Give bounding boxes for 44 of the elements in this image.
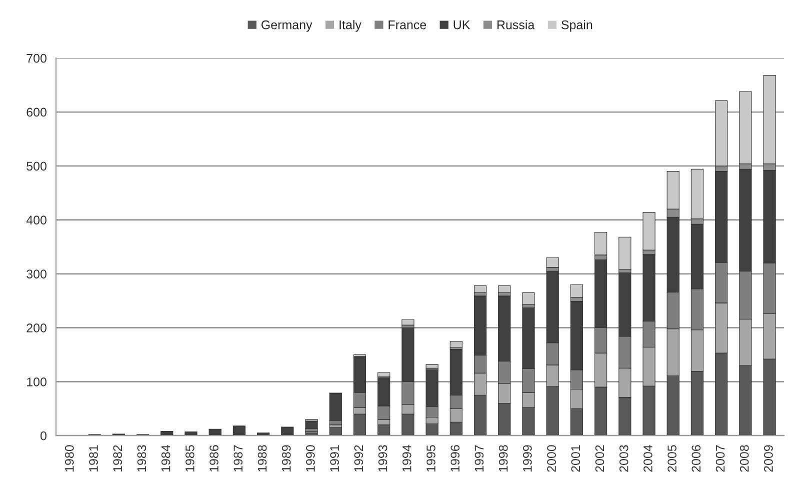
legend-label: UK (454, 20, 470, 30)
x-tick-label: 2009 (764, 445, 773, 472)
x-tick-label: 2005 (668, 445, 676, 472)
x-tick-label: 1995 (426, 445, 436, 472)
x-tick-label: 2001 (571, 445, 580, 472)
x-tick-label: 1982 (113, 445, 122, 472)
y-tick-label: 500 (26, 162, 46, 171)
legend-label: Spain (561, 20, 592, 32)
y-tick-label: 300 (26, 270, 46, 278)
x-tick-label: 1981 (89, 445, 98, 472)
legend-label: Italy (340, 20, 362, 32)
y-tick-label: 0 (40, 431, 46, 440)
y-tick-label: 700 (26, 54, 46, 63)
x-tick-label: 2003 (619, 445, 628, 472)
legend-label: France (388, 20, 426, 30)
x-tick-label: 1997 (474, 445, 484, 472)
x-tick-label: 2002 (595, 445, 604, 472)
y-tick-label: 100 (27, 377, 46, 386)
x-tick-label: 1991 (330, 445, 339, 472)
x-tick-label: 2000 (547, 445, 556, 472)
legend-label: Russia (497, 20, 535, 30)
x-tick-label: 2006 (692, 445, 701, 472)
x-tick-label: 1999 (522, 445, 532, 472)
x-tick-label: 1996 (450, 445, 460, 472)
x-tick-label: 1988 (258, 445, 267, 472)
x-tick-label: 1990 (306, 445, 315, 472)
x-tick-label: 1983 (137, 445, 146, 472)
legend-label: Germany (261, 20, 312, 32)
x-tick-label: 2008 (740, 445, 749, 472)
x-tick-label: 1994 (402, 444, 412, 472)
x-tick-label: 1993 (378, 445, 388, 472)
x-tick-label: 1987 (234, 445, 243, 472)
x-tick-label: 2007 (716, 445, 725, 472)
x-tick-label: 1980 (64, 445, 74, 472)
x-tick-label: 1985 (185, 445, 194, 472)
y-tick-label: 400 (26, 216, 46, 225)
x-tick-label: 1986 (210, 445, 218, 472)
x-tick-label: 1989 (282, 445, 291, 472)
x-tick-label: 1992 (354, 445, 364, 472)
y-tick-label: 600 (26, 108, 46, 117)
x-tick-label: 1998 (498, 445, 508, 472)
x-tick-label: 2004 (644, 444, 652, 472)
x-tick-label: 1984 (161, 444, 170, 472)
y-tick-label: 200 (26, 324, 46, 332)
